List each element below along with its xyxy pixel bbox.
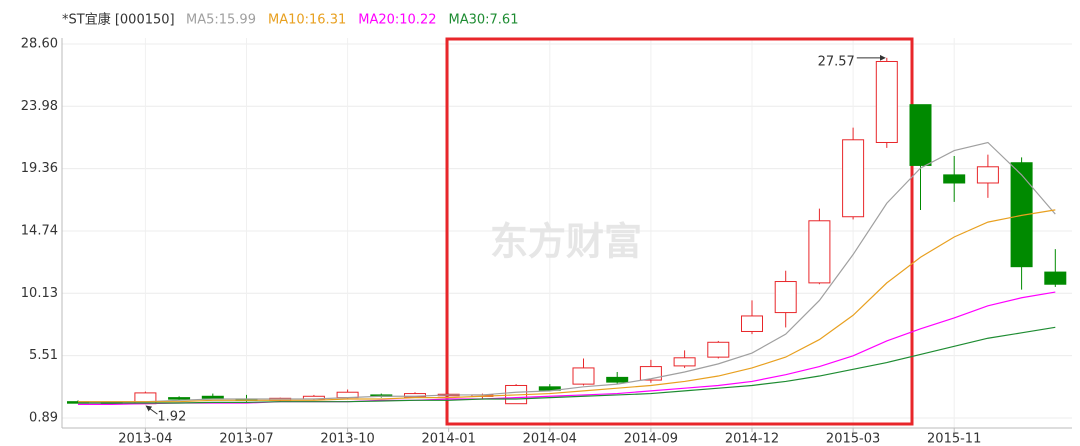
- candle-body: [1010, 162, 1033, 268]
- ma-line: [78, 141, 1056, 403]
- y-tick-label: 19.36: [21, 161, 58, 176]
- candle-body: [976, 166, 999, 184]
- candle-body: [673, 357, 696, 367]
- low-label: 1.92: [157, 410, 186, 425]
- x-tick-label: 2014-09: [624, 432, 678, 446]
- candle-body: [168, 397, 191, 400]
- candle-body: [606, 376, 629, 383]
- candle-body: [639, 366, 662, 381]
- y-tick-label: 14.74: [21, 224, 58, 239]
- legend-entry: MA10:16.31: [268, 13, 346, 28]
- candle-body: [943, 174, 966, 184]
- candle-body: [842, 139, 865, 218]
- chart-title: *ST宜康 [000150]: [62, 12, 175, 28]
- candle-body: [707, 341, 730, 358]
- candle-body: [538, 386, 561, 391]
- x-tick-label: 2014-01: [422, 432, 476, 446]
- candle-body: [875, 60, 898, 143]
- highlight-box: [445, 37, 914, 426]
- y-tick-label: 0.89: [29, 411, 58, 426]
- x-tick-label: 2013-10: [320, 432, 374, 446]
- low-arrow: [145, 405, 158, 415]
- x-tick-label: 2013-04: [118, 432, 172, 446]
- y-tick-label: 28.60: [21, 36, 58, 51]
- legend-entry: MA5:15.99: [186, 13, 256, 28]
- high-label: 27.57: [818, 54, 855, 69]
- candle-body: [774, 281, 797, 314]
- x-tick-label: 2013-07: [219, 432, 273, 446]
- y-tick-label: 23.98: [21, 99, 58, 114]
- ma-line: [78, 209, 1056, 403]
- candle-body: [201, 395, 224, 399]
- candle-body: [1044, 271, 1067, 285]
- x-tick-label: 2014-04: [523, 432, 577, 446]
- watermark: 东方财富: [490, 220, 642, 264]
- y-tick-label: 10.13: [21, 286, 58, 301]
- ma-line: [78, 291, 1056, 405]
- legend-entry: MA30:7.61: [448, 13, 518, 28]
- x-tick-label: 2014-12: [725, 432, 779, 446]
- legend-entry: MA20:10.22: [358, 13, 436, 28]
- candle-body: [909, 104, 932, 166]
- candle-body: [572, 367, 595, 385]
- ma-line: [78, 326, 1056, 404]
- candle-body: [741, 315, 763, 332]
- y-tick-label: 5.51: [29, 348, 58, 363]
- candle-body: [808, 220, 831, 284]
- x-tick-label: 2015-11: [927, 432, 981, 446]
- x-tick-label: 2015-03: [826, 432, 880, 446]
